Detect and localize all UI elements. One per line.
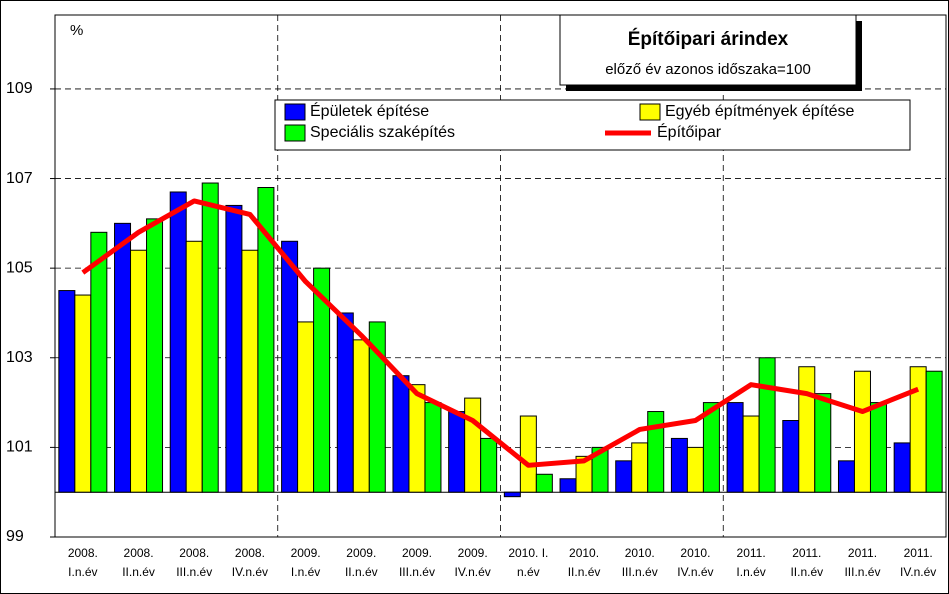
bar: [559, 478, 577, 493]
y-tick-label: 107: [6, 170, 33, 187]
legend-label: Egyéb építmények építése: [665, 103, 855, 120]
y-tick-label: 99: [6, 528, 24, 545]
bar: [758, 357, 776, 493]
bar: [798, 366, 816, 493]
line-series: [81, 198, 920, 468]
y-axis-label: %: [70, 22, 83, 39]
x-tick-label: 2010. I. n.év: [508, 546, 549, 579]
bar: [146, 218, 164, 493]
x-tick-label: 2011. II.n.év: [790, 546, 824, 579]
bar: [519, 415, 537, 493]
legend-box: [274, 99, 911, 151]
bar: [837, 460, 855, 493]
bar: [503, 491, 521, 498]
bar: [225, 204, 243, 493]
bar: [336, 312, 354, 493]
bar: [169, 191, 187, 493]
legend-swatch: [284, 124, 306, 142]
bar: [893, 442, 911, 493]
x-tick-label: 2011. IV.n.év: [900, 546, 937, 579]
bar: [241, 249, 259, 493]
bar: [448, 411, 466, 493]
bar: [726, 402, 744, 493]
x-tick-label: 2010. III.n.év: [621, 546, 658, 579]
x-tick-label: 2008. IV.n.év: [231, 546, 269, 579]
bar: [782, 420, 800, 493]
bar: [686, 446, 704, 493]
bar: [591, 446, 609, 493]
x-tick-label: 2008. III.n.év: [176, 546, 213, 579]
bar: [408, 384, 426, 493]
bar: [74, 294, 92, 493]
bar: [535, 473, 553, 493]
bar: [130, 249, 148, 493]
x-tick-label: 2010. IV.n.év: [677, 546, 714, 579]
bar: [909, 366, 927, 493]
bar: [313, 267, 331, 493]
bar: [853, 370, 871, 493]
x-tick-label: 2008. I.n.év: [67, 546, 98, 579]
bar: [702, 402, 720, 493]
bar: [670, 437, 688, 493]
bar: [742, 415, 760, 493]
bar: [114, 222, 132, 493]
bar: [352, 339, 370, 493]
title-box: [559, 14, 857, 86]
bar: [480, 437, 498, 493]
bar: [464, 397, 482, 493]
x-tick-label: 2011. III.n.év: [844, 546, 881, 579]
bar: [90, 231, 108, 493]
bar: [615, 460, 633, 493]
chart-subtitle: előző év azonos időszaka=100: [605, 61, 811, 78]
x-tick-label: 2009. IV.n.év: [454, 546, 491, 579]
x-tick-label: 2010. II.n.év: [567, 546, 601, 579]
bar: [424, 402, 442, 493]
legend-label: Speciális szaképítés: [310, 124, 455, 141]
legend-swatch: [639, 103, 661, 121]
legend-swatch: [284, 103, 306, 121]
bar: [869, 402, 887, 493]
bar: [185, 240, 203, 493]
y-tick-label: 105: [6, 259, 33, 276]
y-tick-label: 101: [6, 439, 33, 456]
chart-title: Építőipari árindex: [628, 28, 789, 50]
bar: [392, 375, 410, 493]
bar: [58, 290, 76, 493]
bar: [647, 411, 665, 493]
bar: [814, 393, 832, 493]
x-tick-label: 2011. I.n.év: [736, 546, 766, 579]
bar: [297, 321, 315, 493]
bar: [257, 187, 275, 493]
bar: [368, 321, 386, 493]
bar: [201, 182, 219, 493]
x-tick-label: 2009. II.n.év: [344, 546, 378, 579]
legend-label: Építőipar: [657, 122, 722, 141]
x-tick-label: 2009. III.n.év: [398, 546, 435, 579]
x-tick-label: 2008. II.n.év: [122, 546, 155, 579]
y-tick-label: 103: [6, 349, 33, 366]
y-tick-label: 109: [6, 80, 33, 97]
bar: [631, 442, 649, 493]
bar: [925, 370, 943, 493]
bar: [281, 240, 299, 493]
x-tick-label: 2009. I.n.év: [290, 546, 321, 579]
legend-label: Épületek építése: [310, 101, 429, 120]
